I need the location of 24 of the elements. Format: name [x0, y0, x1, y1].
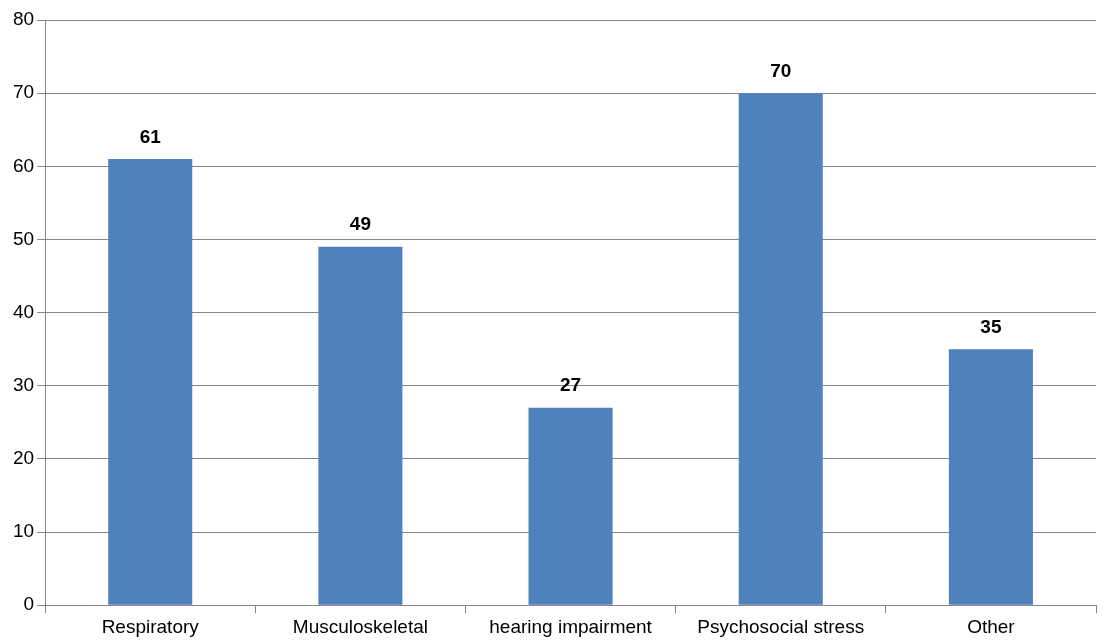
y-tick-label: 80 [12, 8, 35, 30]
data-label: 35 [980, 315, 1002, 337]
data-label: 49 [349, 213, 371, 235]
data-label: 27 [560, 374, 582, 396]
y-tick-label: 20 [12, 447, 35, 469]
y-tick-label: 50 [12, 227, 35, 249]
y-tick-label: 10 [12, 520, 35, 542]
x-tick-label: Musculoskeletal [292, 615, 428, 637]
data-label: 61 [139, 125, 162, 147]
x-tick-label: Respiratory [101, 615, 200, 637]
data-label: 70 [770, 59, 792, 81]
y-tick-label: 0 [23, 593, 35, 615]
bar [108, 158, 193, 605]
y-tick-label: 70 [12, 81, 35, 103]
y-tick-label: 40 [12, 300, 35, 322]
y-tick-label: 60 [12, 154, 35, 176]
bar [948, 349, 1033, 605]
x-tick-label: hearing impairment [489, 615, 653, 637]
bar [738, 93, 823, 605]
bar [318, 246, 403, 605]
y-tick-label: 30 [12, 373, 35, 395]
bar [528, 407, 613, 605]
x-tick-label: Psychosocial stress [697, 615, 865, 637]
x-tick-label: Other [967, 615, 1016, 637]
